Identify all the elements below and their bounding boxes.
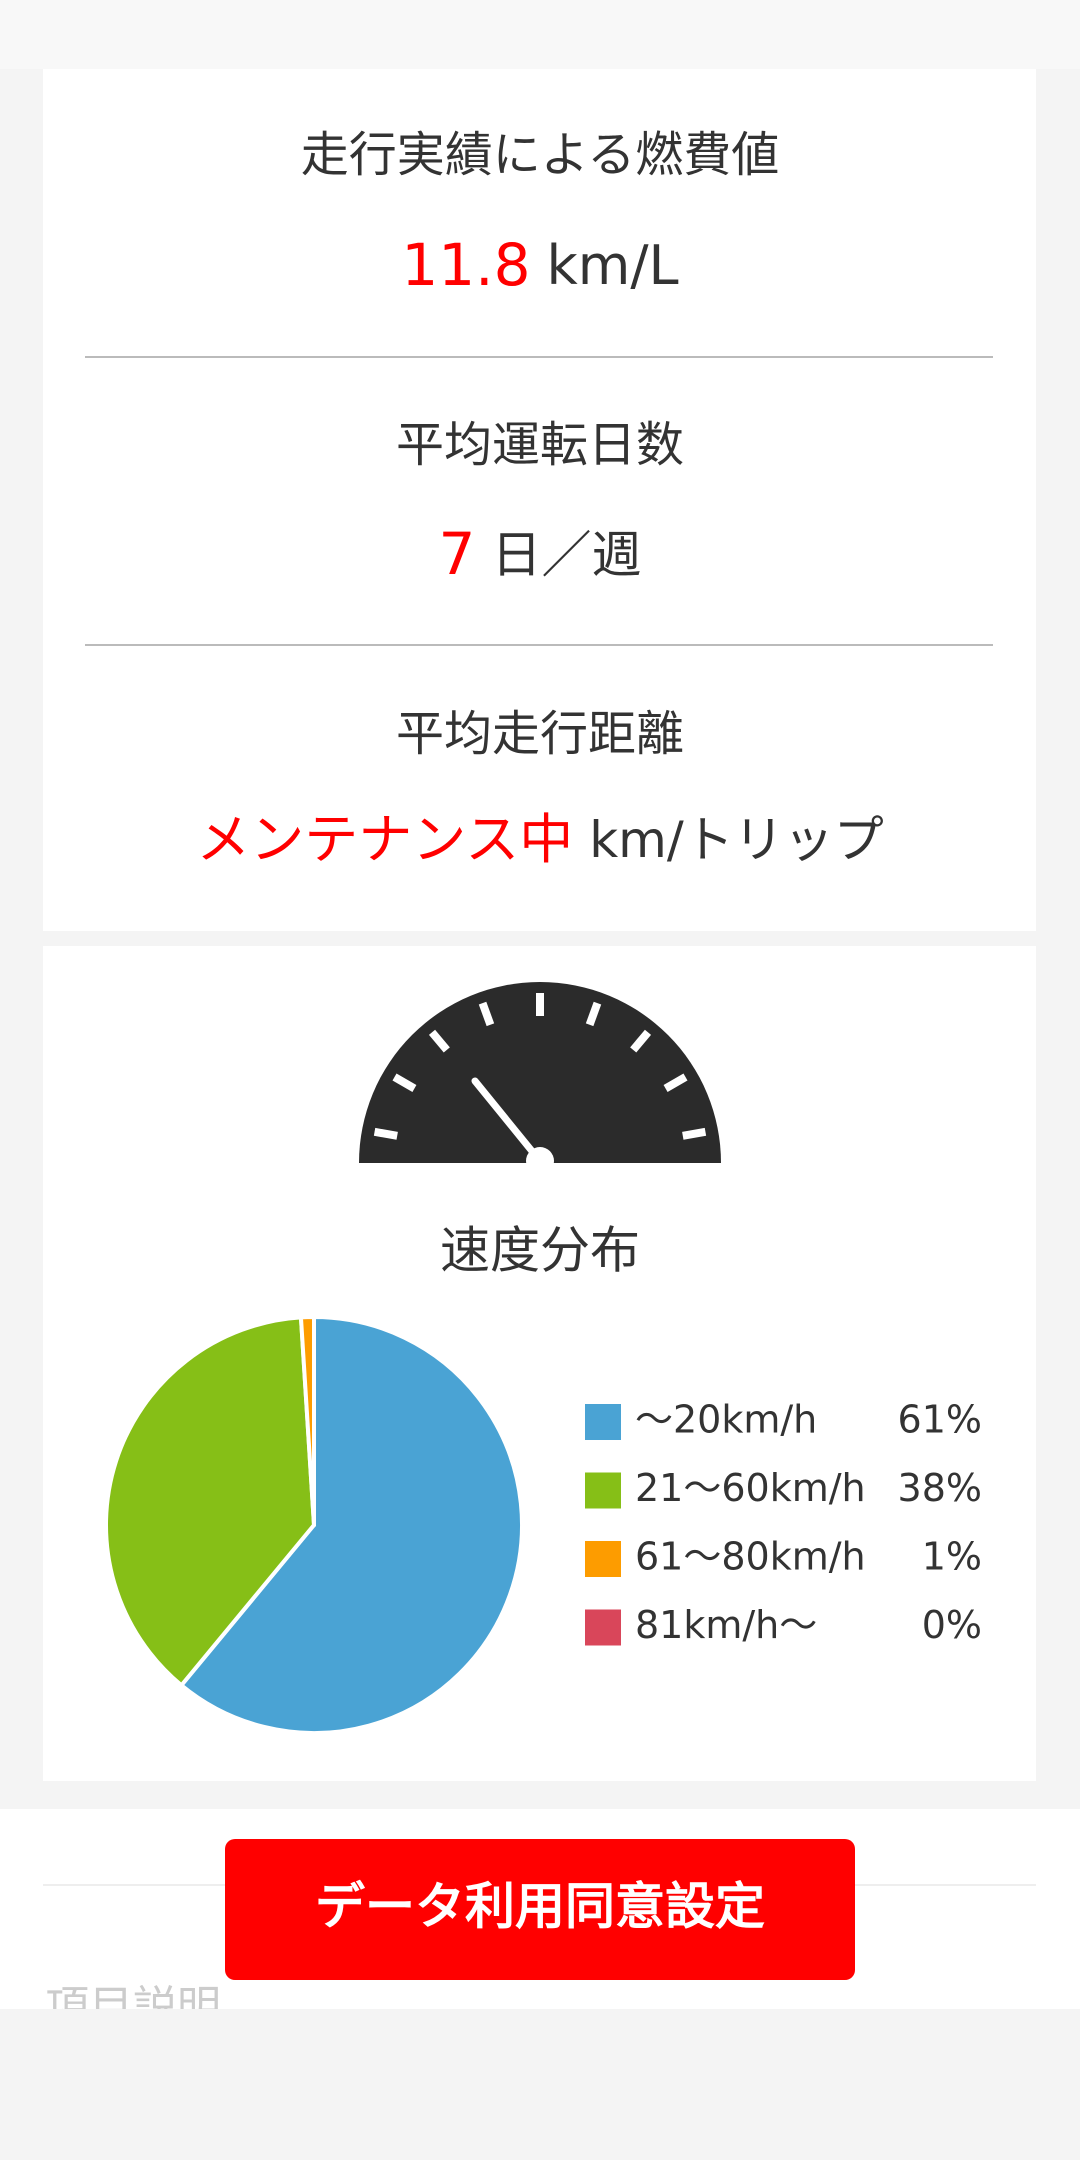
gauge-tick bbox=[428, 1029, 450, 1053]
fuel-unit: km/L bbox=[546, 234, 678, 297]
legend-label: 〜20km/h bbox=[635, 1398, 817, 1442]
legend-swatch bbox=[585, 1472, 621, 1509]
distance-value: メンテナンス中 km/トリップ bbox=[196, 808, 883, 871]
legend-value: 38% bbox=[898, 1466, 982, 1510]
pie-slice bbox=[179, 1315, 524, 1735]
legend-value: 0% bbox=[922, 1603, 982, 1647]
legend-value: 61% bbox=[898, 1398, 982, 1442]
bottom-bg bbox=[0, 2009, 1080, 2160]
fuel-number: 11.8 bbox=[401, 231, 530, 299]
days-unit: 日／週 bbox=[491, 526, 641, 584]
gauge-tick bbox=[585, 1001, 602, 1027]
gauge-tick bbox=[478, 1001, 495, 1027]
gauge-hub bbox=[526, 1147, 554, 1175]
legend-label: 81km/h〜 bbox=[635, 1603, 817, 1647]
fuel-value: 11.8 km/L bbox=[401, 231, 678, 299]
gauge-needle bbox=[471, 1077, 544, 1165]
gauge-tick bbox=[392, 1073, 417, 1092]
legend: 〜20km/h 61% 21〜60km/h 38% 61〜80km/h 1% 81km/h〜… bbox=[585, 1398, 982, 1647]
gauge-tick bbox=[682, 1127, 707, 1140]
distance-unit: km/トリップ bbox=[589, 811, 884, 869]
legend-swatch bbox=[585, 1404, 621, 1440]
gauge-tick bbox=[630, 1029, 652, 1053]
legend-swatch bbox=[585, 1609, 621, 1646]
legend-value: 1% bbox=[922, 1535, 982, 1579]
days-number: 7 bbox=[439, 520, 476, 588]
gauge-body bbox=[359, 982, 721, 1163]
consent-button[interactable] bbox=[225, 1839, 855, 1980]
gauge-tick bbox=[663, 1073, 688, 1092]
fuel-title: 走行実績による燃費値 bbox=[301, 127, 780, 183]
top-bar bbox=[0, 0, 1080, 69]
pie-slice bbox=[104, 1315, 316, 1688]
days-value: 7 日／週 bbox=[439, 520, 642, 588]
consent-button-label[interactable]: データ利用同意設定 bbox=[315, 1878, 765, 1936]
days-title: 平均運転日数 bbox=[396, 417, 684, 473]
distance-number: メンテナンス中 bbox=[196, 808, 573, 871]
legend-label: 61〜80km/h bbox=[635, 1535, 866, 1579]
stats-card bbox=[43, 69, 1036, 931]
chart-title: 速度分布 bbox=[440, 1222, 640, 1280]
legend-label: 21〜60km/h bbox=[635, 1466, 866, 1510]
legend-swatch bbox=[585, 1541, 621, 1577]
gauge-tick bbox=[373, 1127, 398, 1140]
speedometer-icon bbox=[359, 982, 721, 1175]
pie-chart bbox=[104, 1314, 524, 1735]
distance-title: 平均走行距離 bbox=[396, 706, 684, 762]
